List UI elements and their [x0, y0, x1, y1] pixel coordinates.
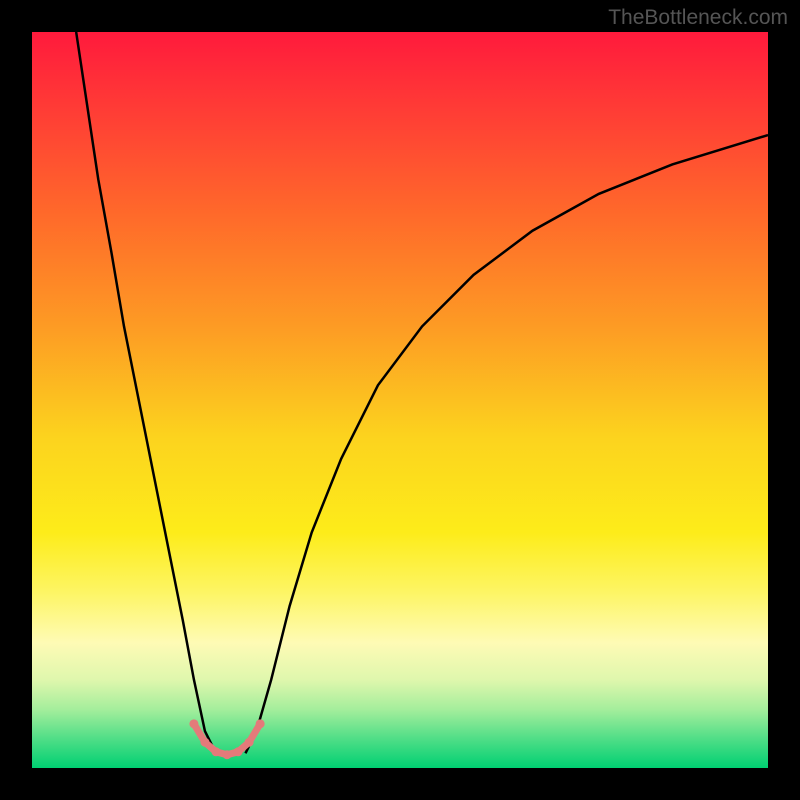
floor-dot	[200, 738, 209, 747]
floor-dot	[234, 747, 243, 756]
watermark-text: TheBottleneck.com	[608, 6, 788, 30]
floor-dot	[223, 750, 232, 759]
curve-left	[76, 32, 216, 753]
floor-dot	[212, 747, 221, 756]
curve-right	[245, 135, 768, 753]
floor-dot	[256, 719, 265, 728]
floor-dot	[189, 719, 198, 728]
floor-dot	[245, 738, 254, 747]
curve-layer	[32, 32, 768, 768]
plot-area	[32, 32, 768, 768]
